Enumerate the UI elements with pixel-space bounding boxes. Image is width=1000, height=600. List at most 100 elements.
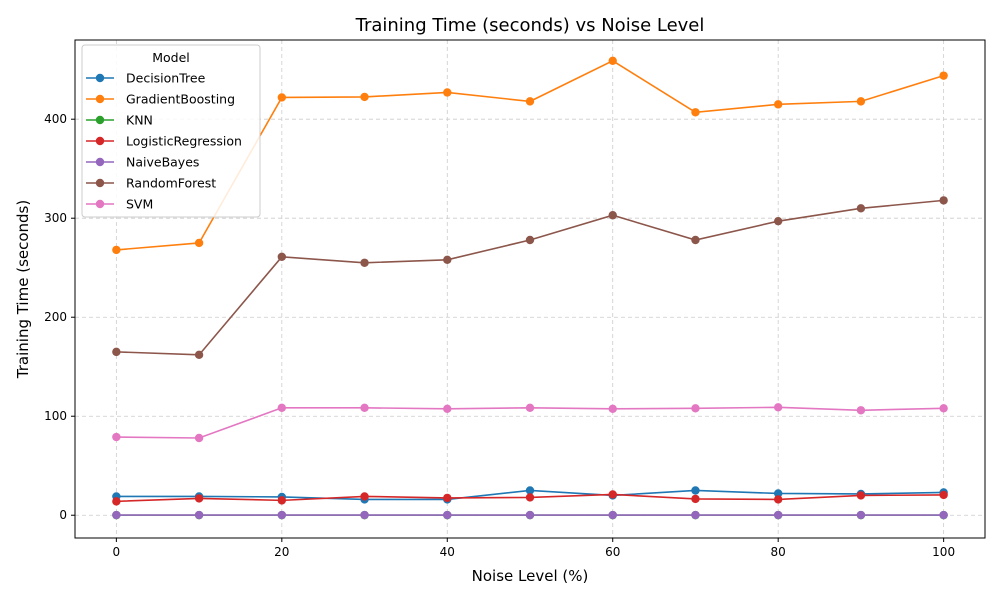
legend-title: Model (152, 50, 190, 65)
legend-item: NaiveBayes (86, 155, 199, 170)
x-tick-label: 20 (274, 545, 289, 559)
legend-marker (95, 178, 105, 188)
data-point (277, 252, 287, 262)
data-point (194, 510, 204, 520)
legend-marker (95, 199, 105, 209)
series-NaiveBayes (112, 510, 948, 520)
data-point (773, 489, 783, 498)
data-point (773, 403, 783, 412)
data-point (112, 245, 121, 255)
legend-marker (95, 136, 105, 146)
data-point (194, 350, 204, 360)
data-point (608, 490, 617, 499)
legend-label: KNN (126, 113, 153, 128)
data-point (773, 216, 783, 226)
data-point (773, 495, 783, 504)
data-point (525, 97, 535, 106)
data-point (773, 510, 783, 520)
data-point (360, 403, 369, 413)
data-point (608, 211, 617, 220)
legend: Model DecisionTree GradientBoosting KNN Log… (81, 44, 261, 218)
y-tick-label: 200 (44, 310, 67, 324)
x-tick-label: 100 (932, 545, 955, 559)
chart-title: Training Time (seconds) vs Noise Level (355, 15, 705, 36)
data-point (939, 404, 948, 413)
data-point (856, 204, 866, 213)
data-point (112, 347, 121, 357)
legend-label: RandomForest (126, 176, 216, 191)
legend-label: LogisticRegression (126, 134, 242, 149)
data-point (194, 433, 204, 443)
legend-marker (95, 94, 105, 104)
data-point (360, 92, 369, 102)
data-point (939, 196, 948, 205)
data-point (112, 510, 121, 520)
series-RandomForest (112, 196, 948, 360)
data-point (525, 403, 535, 413)
data-point (277, 93, 287, 102)
data-point (277, 496, 287, 505)
x-axis-label: Noise Level (%) (472, 567, 589, 585)
legend-item: DecisionTree (86, 71, 206, 86)
data-point (691, 404, 700, 413)
data-point (360, 258, 369, 267)
legend-box (81, 44, 261, 218)
legend-marker (95, 157, 105, 167)
data-point (608, 510, 617, 520)
data-point (443, 404, 452, 413)
series-SVM (112, 403, 948, 443)
x-tick-label: 40 (440, 545, 455, 559)
data-point (691, 494, 700, 504)
data-point (525, 493, 535, 502)
y-tick-label: 0 (59, 508, 67, 522)
axes: 0 20 40 60 80 100 0 100 200 300 400 (44, 112, 955, 559)
y-tick-label: 100 (44, 409, 67, 423)
data-point (443, 255, 452, 264)
data-point (856, 510, 866, 520)
data-point (939, 71, 948, 80)
data-point (856, 491, 866, 500)
data-point (525, 235, 535, 245)
data-point (194, 238, 204, 248)
plot-frame (74, 39, 986, 539)
data-point (194, 494, 204, 503)
legend-marker (95, 115, 105, 125)
data-point (443, 88, 452, 97)
legend-item: KNN (86, 113, 153, 128)
grid (75, 40, 985, 538)
data-point (939, 510, 948, 520)
data-point (691, 108, 700, 117)
data-point (360, 510, 369, 520)
data-point (277, 403, 287, 413)
legend-label: NaiveBayes (126, 155, 199, 170)
series-LogisticRegression (112, 490, 948, 506)
data-point (608, 404, 617, 413)
y-tick-label: 300 (44, 211, 67, 225)
legend-item: GradientBoosting (86, 92, 235, 107)
x-tick-label: 60 (605, 545, 620, 559)
x-tick-label: 0 (113, 545, 121, 559)
data-point (360, 492, 369, 501)
data-point (277, 510, 287, 520)
data-point (525, 486, 535, 495)
data-point (856, 406, 866, 415)
data-point (443, 493, 452, 503)
data-point (773, 100, 783, 109)
data-point (443, 510, 452, 520)
data-point (691, 235, 700, 245)
data-point (525, 510, 535, 520)
data-point (856, 97, 866, 106)
y-tick-label: 400 (44, 112, 67, 126)
data-point (112, 497, 121, 506)
legend-item: RandomForest (86, 176, 216, 191)
y-axis-label: Training Time (seconds) (14, 200, 32, 379)
data-point (691, 510, 700, 520)
legend-item: LogisticRegression (86, 134, 242, 149)
data-point (608, 56, 617, 65)
data-point (691, 486, 700, 495)
data-point (939, 490, 948, 500)
legend-marker (95, 73, 105, 83)
legend-label: SVM (126, 197, 153, 212)
